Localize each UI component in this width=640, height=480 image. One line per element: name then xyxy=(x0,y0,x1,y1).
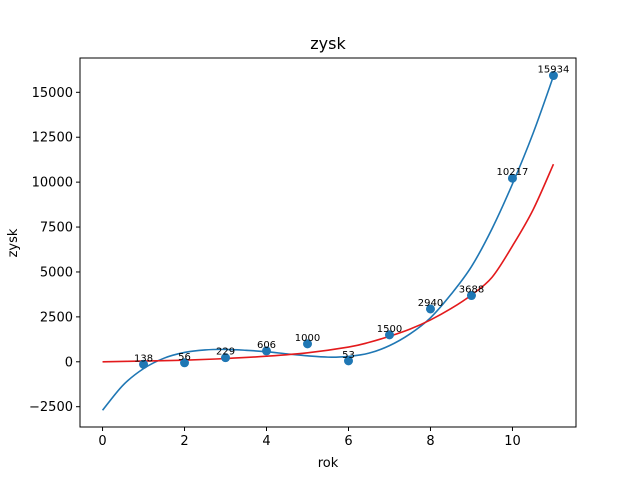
x-tick-label: 2 xyxy=(180,434,188,449)
x-ticks: 0 2 4 6 8 10 xyxy=(98,427,521,449)
data-point-label: 10217 xyxy=(497,167,529,178)
points-layer xyxy=(139,71,558,369)
data-point xyxy=(343,356,353,366)
data-point xyxy=(425,304,435,314)
chart-title: zysk xyxy=(310,34,346,53)
data-point-label: 15934 xyxy=(538,65,570,76)
data-point xyxy=(180,358,190,368)
x-axis-label: rok xyxy=(318,456,339,471)
x-tick-label: 8 xyxy=(426,434,434,449)
plot-frame xyxy=(79,57,577,428)
data-point xyxy=(507,173,517,183)
data-point-label: 229 xyxy=(216,347,235,358)
data-point xyxy=(303,339,313,349)
y-axis-label: zysk xyxy=(6,228,21,257)
x-tick-label: 10 xyxy=(504,434,521,449)
fit-curve-2 xyxy=(102,163,555,363)
y-ticks: −2500 0 2500 5000 7500 10000 12500 15000 xyxy=(29,86,80,415)
data-point xyxy=(139,359,149,369)
data-point xyxy=(262,346,272,356)
data-point-label: 2940 xyxy=(418,298,443,309)
y-tick-label: 0 xyxy=(65,355,73,370)
data-point-label: 53 xyxy=(342,350,355,361)
x-tick-label: 0 xyxy=(98,434,106,449)
y-tick-label: 12500 xyxy=(32,131,73,146)
data-point-label: 606 xyxy=(257,340,276,351)
y-tick-label: 5000 xyxy=(40,265,73,280)
data-point xyxy=(384,330,394,340)
data-point-label: 1000 xyxy=(295,333,320,344)
data-point-label: 3688 xyxy=(459,285,484,296)
data-point-label: 138 xyxy=(134,353,153,364)
data-point-label: 56 xyxy=(178,352,191,363)
y-tick-label: 7500 xyxy=(40,221,73,236)
data-point xyxy=(466,291,476,301)
y-tick-label: 2500 xyxy=(40,310,73,325)
labels-layer: 138 56 229 606 1000 53 1500 2940 3688 10217 15934 xyxy=(134,65,569,365)
x-tick-label: 4 xyxy=(262,434,270,449)
data-point-label: 1500 xyxy=(377,324,402,335)
curves-layer xyxy=(101,75,555,411)
data-point xyxy=(548,71,558,81)
y-tick-label: −2500 xyxy=(29,400,73,415)
y-tick-label: 15000 xyxy=(32,86,73,101)
data-point xyxy=(221,353,231,363)
y-tick-label: 10000 xyxy=(32,176,73,191)
x-tick-label: 6 xyxy=(344,434,352,449)
fit-curve-1 xyxy=(101,75,555,411)
